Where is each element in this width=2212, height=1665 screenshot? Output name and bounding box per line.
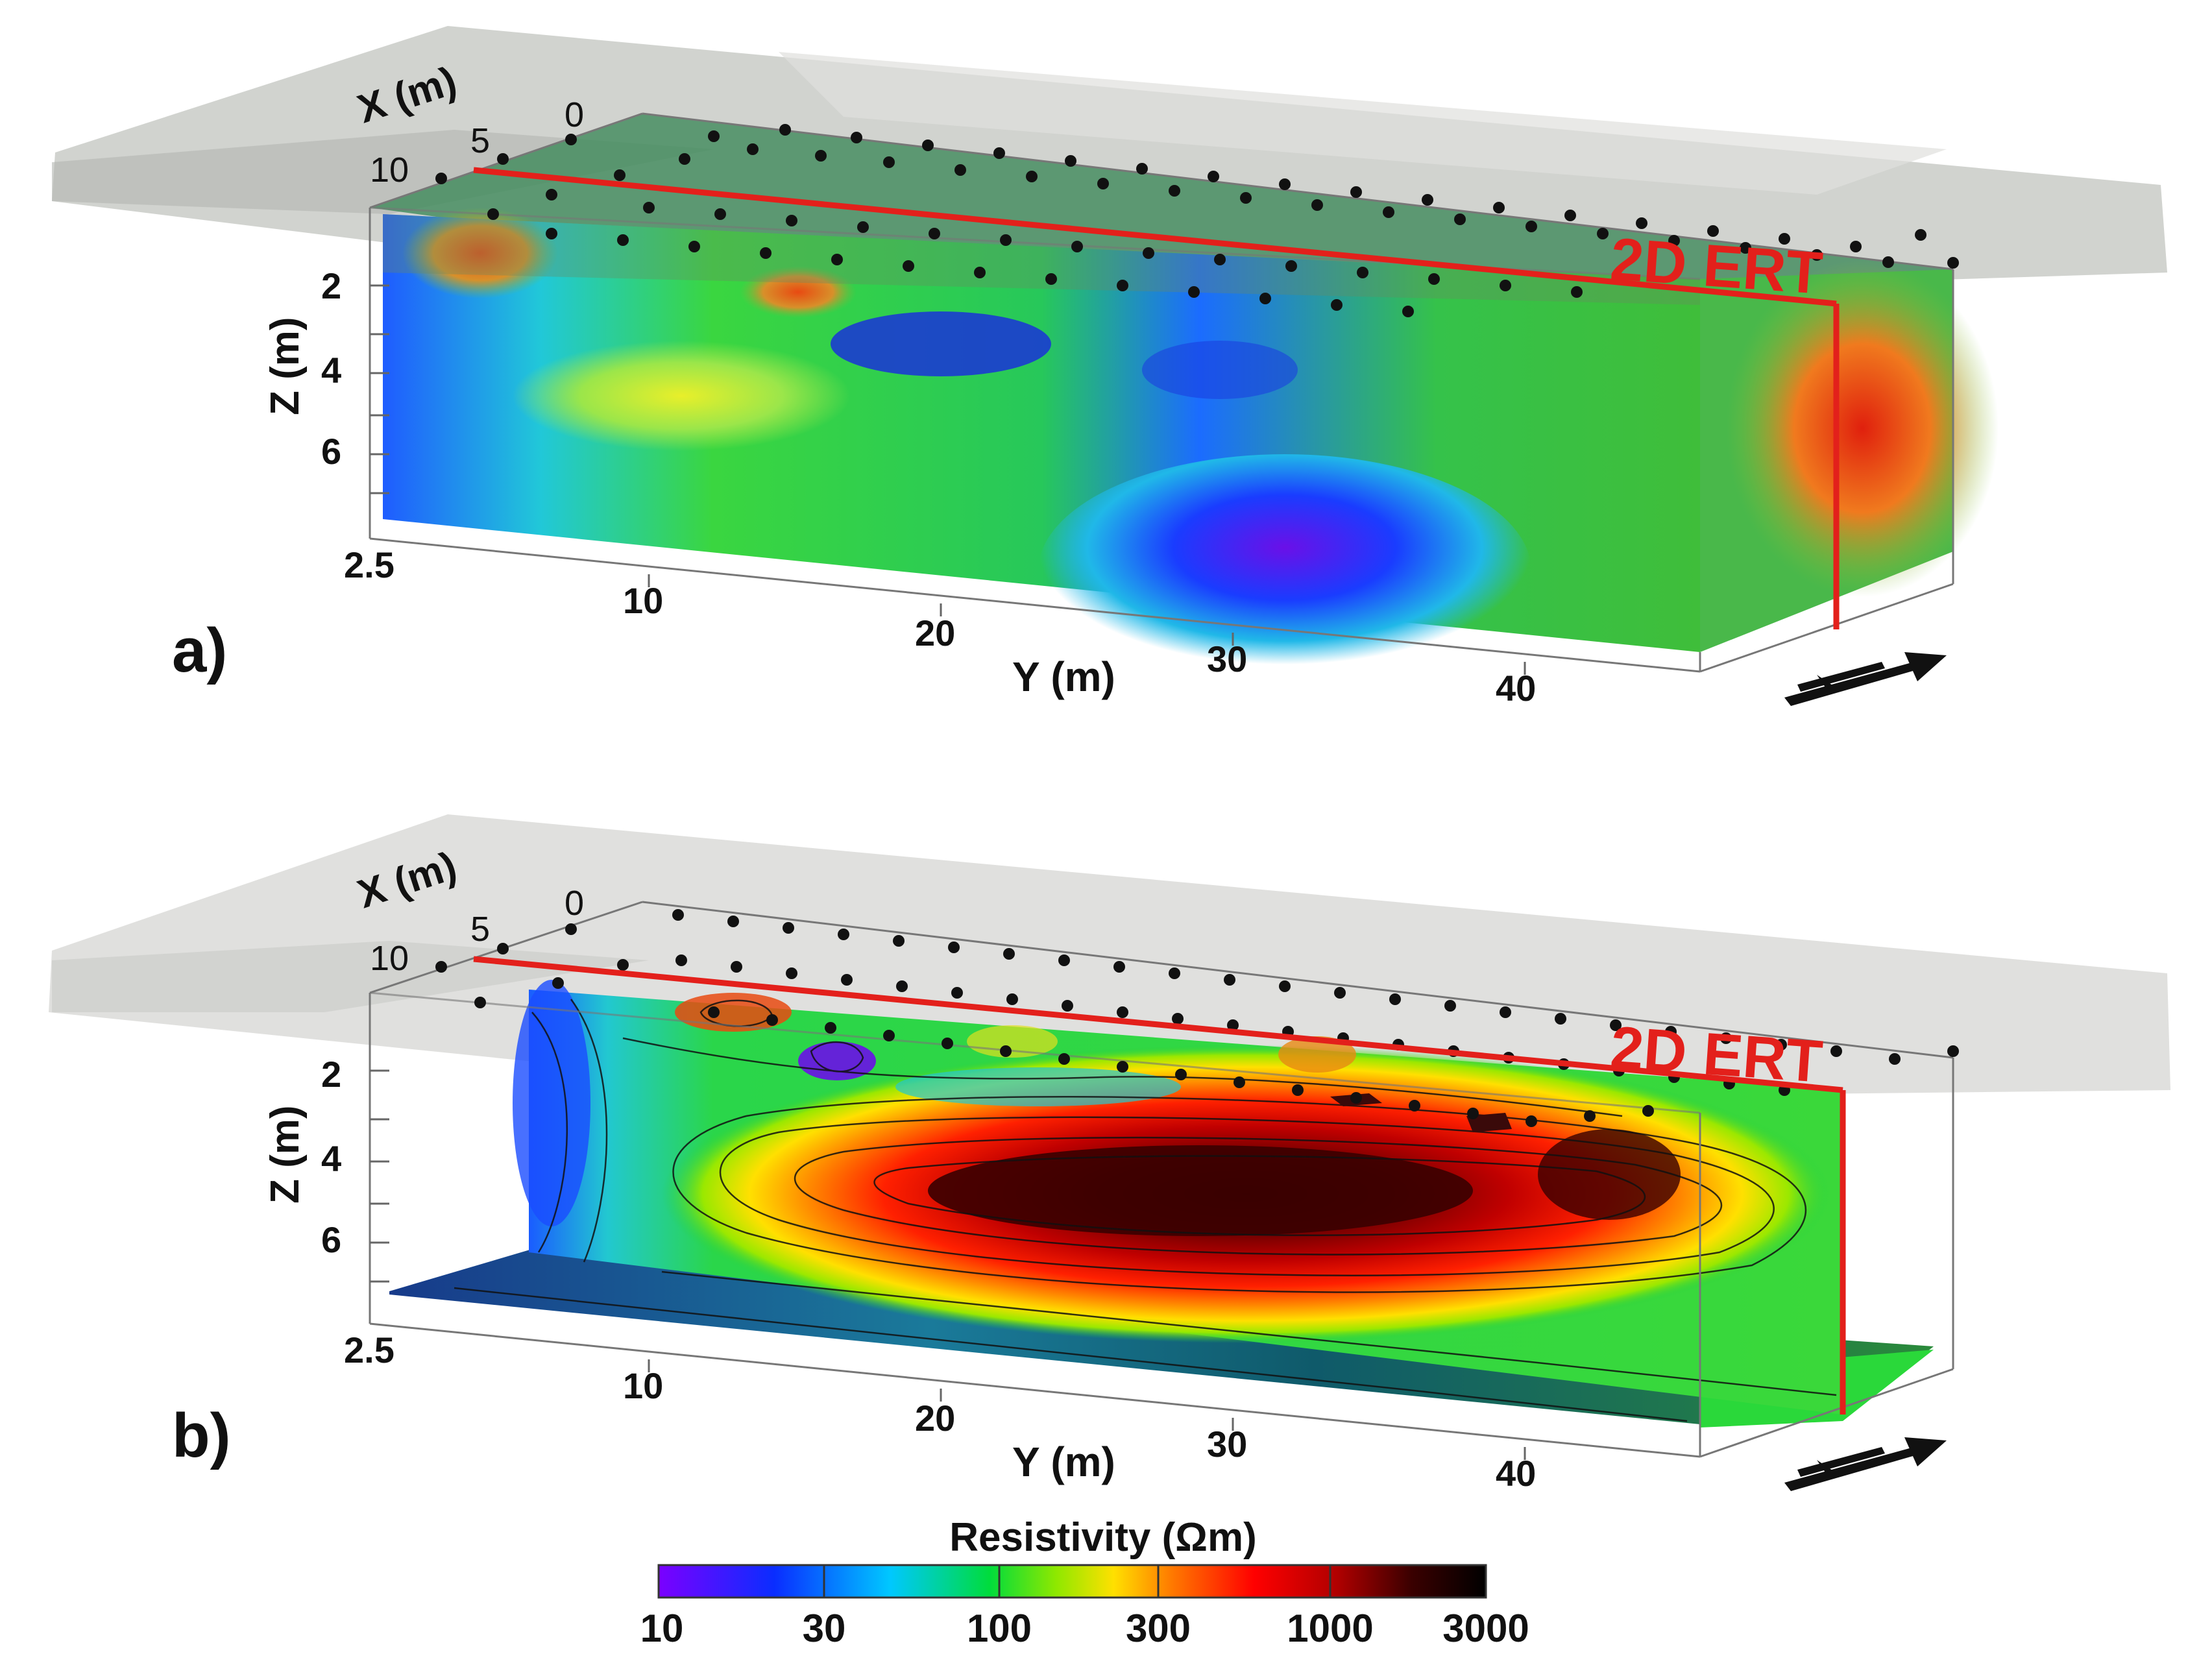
z-tick-2: 2: [321, 1054, 341, 1095]
axis-ticks: [370, 284, 1526, 675]
y-tick-40: 40: [1496, 1453, 1536, 1494]
orange-surface-anomaly: [402, 208, 558, 298]
y-tick-2-5: 2.5: [344, 1330, 395, 1370]
x-tick-5: 5: [470, 910, 490, 949]
x-tick-0: 0: [565, 884, 584, 923]
shallow-violet-anomaly: [798, 1041, 876, 1080]
shallow-cyan-zone: [895, 1067, 1181, 1106]
colorbar-title: Resistivity (Ωm): [949, 1515, 1257, 1560]
y-tick-40: 40: [1496, 668, 1536, 709]
z-tick-6: 6: [321, 431, 341, 472]
yellow-anomaly: [513, 341, 850, 451]
map-plane-light: [779, 52, 1947, 195]
y-tick-30: 30: [1207, 638, 1247, 679]
north-arrow-icon: [1784, 1437, 1947, 1491]
orange-surface-anomaly-2: [740, 266, 857, 318]
y-axis-label: Y (m): [1012, 1439, 1115, 1485]
y-tick-10: 10: [623, 580, 663, 621]
y-tick-20: 20: [915, 1398, 955, 1439]
y-tick-2-5: 2.5: [344, 544, 395, 585]
contour-lines: [454, 999, 1837, 1422]
panel-a-label: a): [172, 616, 227, 685]
colorbar-tick-10: 10: [640, 1607, 684, 1650]
z-axis-label: Z (m): [263, 1105, 308, 1204]
axis-ticks: [370, 1069, 1526, 1460]
ert-profile-line: [473, 956, 1846, 1415]
panel-a: 2D ERT X (m) 0 5 10 Z (m) 2 4 6 2.5 10 2…: [52, 26, 2167, 709]
colorbar-tick-3000: 3000: [1442, 1607, 1529, 1650]
electrode-grid: [435, 909, 1959, 1127]
colorbar-tick-300: 300: [1126, 1607, 1191, 1650]
y-tick-10: 10: [623, 1365, 663, 1406]
x-tick-10: 10: [370, 939, 409, 978]
x-tick-0: 0: [565, 95, 584, 134]
z-axis-label: Z (m): [263, 317, 308, 415]
z-tick-6: 6: [321, 1219, 341, 1260]
right-red-anomaly: [1726, 260, 1999, 597]
y-tick-20: 20: [915, 613, 955, 653]
z-tick-2: 2: [321, 265, 341, 306]
left-blue-zone: [513, 980, 590, 1226]
north-arrow-icon: [1784, 652, 1947, 706]
ert-profile-label: 2D ERT: [1609, 1014, 1825, 1095]
shallow-blue-anomaly-2: [1142, 341, 1298, 399]
y-tick-30: 30: [1207, 1424, 1247, 1464]
colorbar-tick-1000: 1000: [1287, 1607, 1373, 1650]
y-axis-label: Y (m): [1012, 653, 1115, 700]
ert-profile-label: 2D ERT: [1609, 226, 1825, 307]
high-resistivity-core: [928, 1145, 1473, 1236]
colorbar-tick-30: 30: [803, 1607, 846, 1650]
dark-block: [1466, 1113, 1512, 1132]
ert-profile-line: [473, 167, 1840, 629]
panel-b-label: b): [172, 1401, 231, 1470]
panel-b: 2D ERT X (m) 0 5 10 Z (m) 2 4 6 2.5 10 2…: [49, 814, 2170, 1494]
electrode-grid: [435, 124, 1959, 317]
low-resistivity-anomaly: [1038, 454, 1531, 688]
colorbar-gradient: [657, 1564, 1487, 1599]
z-tick-4: 4: [321, 1138, 341, 1179]
x-tick-5: 5: [470, 121, 490, 160]
x-tick-10: 10: [370, 151, 409, 189]
shallow-orange-anomaly-2: [1278, 1036, 1356, 1073]
colorbar-tick-100: 100: [967, 1607, 1032, 1650]
shallow-blue-anomaly: [831, 311, 1051, 376]
colorbar-ticks: [823, 1565, 1331, 1598]
z-tick-4: 4: [321, 350, 341, 391]
colorbar: Resistivity (Ωm) 10 30 100 300 1000 3000: [640, 1515, 1529, 1650]
front-top-strip: [383, 214, 1700, 305]
